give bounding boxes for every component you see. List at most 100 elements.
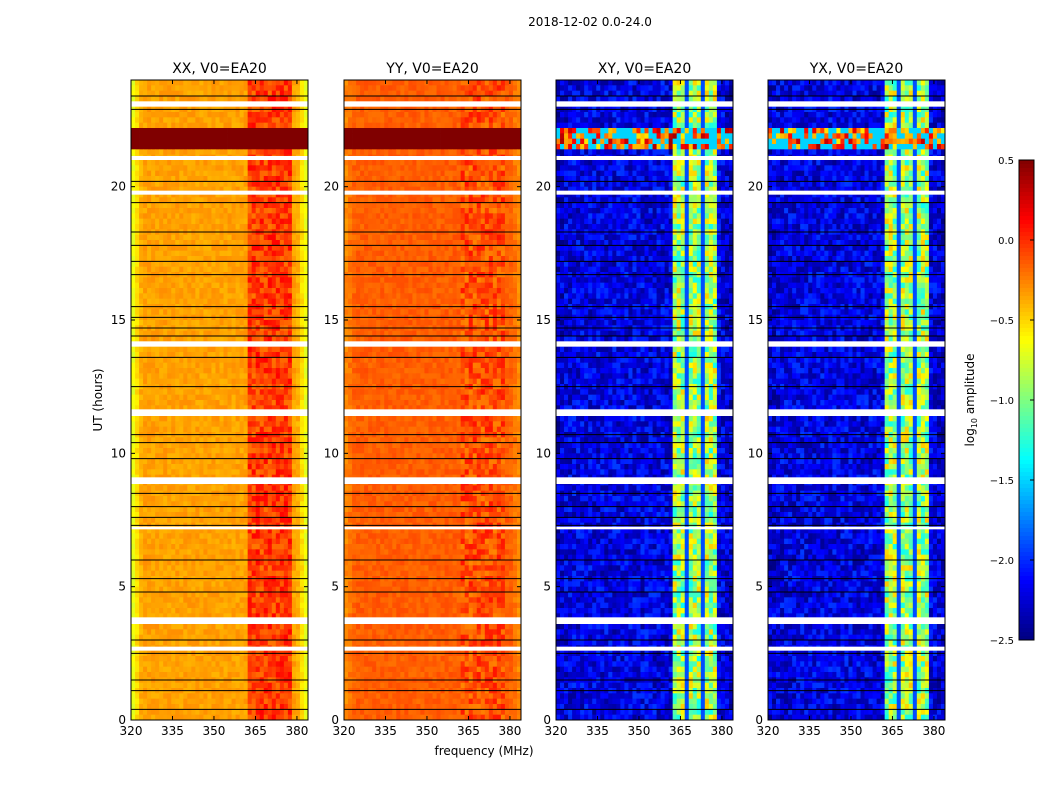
heatmap-cell	[179, 256, 184, 262]
heatmap-cell	[235, 138, 241, 145]
heatmap-cell	[151, 362, 156, 369]
heatmap-cell	[255, 400, 261, 406]
heatmap-cell	[247, 192, 253, 198]
heatmap-cell	[231, 453, 236, 460]
heatmap-cell	[263, 586, 269, 593]
heatmap-cell	[267, 218, 273, 225]
heatmap-cell	[183, 634, 188, 641]
heatmap-cell	[167, 218, 172, 225]
heatmap-cell	[231, 378, 236, 385]
heatmap-cell	[223, 224, 228, 230]
heatmap-cell	[239, 400, 245, 406]
heatmap-cell	[251, 448, 257, 454]
heatmap-cell	[291, 176, 297, 182]
heatmap-cell	[163, 549, 168, 556]
heatmap-cell	[195, 266, 200, 273]
heatmap-cell	[139, 165, 144, 172]
heatmap-cell	[239, 656, 245, 662]
heatmap-cell	[171, 549, 176, 556]
heatmap-cell	[191, 368, 196, 374]
heatmap-cell	[223, 234, 228, 241]
heatmap-cell	[159, 138, 164, 145]
heatmap-cell	[275, 581, 281, 588]
heatmap-cell	[203, 528, 208, 534]
heatmap-cell	[167, 160, 172, 166]
heatmap-cell	[195, 437, 200, 444]
heatmap-cell	[235, 549, 241, 556]
heatmap-cell	[275, 554, 281, 561]
heatmap-cell	[299, 426, 305, 433]
heatmap-cell	[223, 85, 228, 92]
heatmap-cell	[291, 149, 297, 156]
heatmap-cell	[239, 565, 245, 572]
heatmap-cell	[239, 346, 245, 353]
heatmap-cell	[179, 666, 184, 673]
heatmap-cell	[139, 330, 144, 337]
heatmap-cell	[275, 85, 281, 92]
heatmap-cell	[239, 282, 245, 289]
heatmap-cell	[287, 261, 293, 268]
heatmap-cell	[259, 389, 265, 396]
heatmap-cell	[191, 218, 196, 225]
heatmap-cell	[159, 330, 164, 337]
heatmap-cell	[199, 293, 204, 300]
heatmap-cell	[191, 85, 196, 92]
heatmap-cell	[255, 234, 261, 241]
heatmap-cell	[247, 165, 253, 172]
heatmap-cell	[291, 85, 297, 92]
heatmap-cell	[139, 608, 144, 614]
heatmap-cell	[271, 469, 277, 476]
heatmap-cell	[239, 320, 245, 326]
heatmap-cell	[151, 437, 156, 444]
heatmap-cell	[175, 138, 180, 145]
heatmap-cell	[151, 570, 156, 577]
heatmap-cell	[187, 218, 192, 225]
heatmap-cell	[215, 186, 220, 193]
heatmap-cell	[243, 149, 249, 156]
heatmap-cell	[267, 234, 273, 241]
heatmap-cell	[151, 613, 156, 620]
heatmap-cell	[215, 389, 220, 396]
heatmap-cell	[159, 661, 164, 668]
heatmap-cell	[279, 624, 285, 630]
heatmap-cell	[263, 501, 269, 508]
heatmap-cell	[223, 336, 228, 342]
heatmap-cell	[199, 133, 204, 140]
heatmap-cell	[247, 437, 253, 444]
heatmap-cell	[183, 458, 188, 465]
heatmap-cell	[267, 378, 273, 385]
heatmap-cell	[251, 506, 257, 513]
heatmap-cell	[255, 213, 261, 220]
heatmap-cell	[215, 672, 220, 678]
heatmap-cell	[299, 528, 305, 534]
heatmap-cell	[139, 218, 144, 225]
heatmap-cell	[259, 277, 265, 284]
heatmap-cell	[275, 298, 281, 305]
heatmap-cell	[287, 448, 293, 454]
heatmap-cell	[151, 448, 156, 454]
heatmap-cell	[279, 202, 285, 209]
heatmap-cell	[207, 261, 212, 268]
heatmap-cell	[139, 346, 144, 353]
heatmap-cell	[175, 613, 180, 620]
heatmap-cell	[303, 624, 309, 630]
heatmap-cell	[187, 400, 192, 406]
heatmap-cell	[187, 554, 192, 561]
heatmap-cell	[227, 208, 232, 214]
heatmap-cell	[283, 560, 289, 566]
heatmap-cell	[235, 149, 241, 156]
heatmap-cell	[175, 416, 180, 422]
heatmap-cell	[267, 122, 273, 129]
heatmap-cell	[187, 213, 192, 220]
heatmap-cell	[203, 517, 208, 524]
heatmap-cell	[223, 672, 228, 678]
heatmap-cell	[243, 672, 249, 678]
heatmap-cell	[299, 186, 305, 193]
heatmap-cell	[239, 368, 245, 374]
heatmap-cell	[287, 517, 293, 524]
heatmap-cell	[299, 117, 305, 124]
heatmap-cell	[299, 554, 305, 561]
heatmap-cell	[167, 197, 172, 204]
heatmap-cell	[215, 666, 220, 673]
heatmap-cell	[139, 133, 144, 140]
